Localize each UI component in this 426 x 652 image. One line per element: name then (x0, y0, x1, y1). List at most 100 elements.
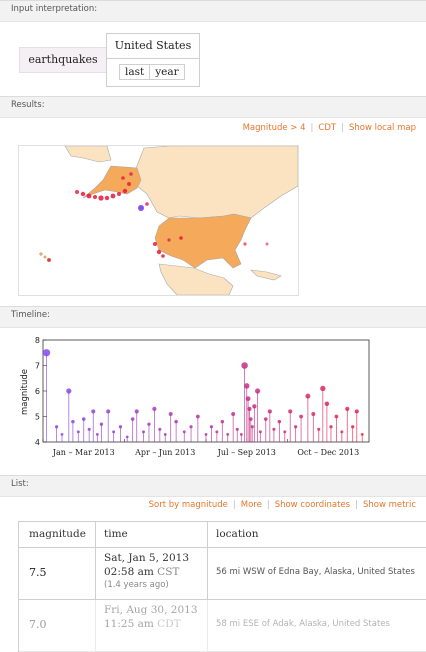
quake-point (106, 409, 111, 414)
quake-point (288, 409, 293, 414)
input-interpretation-header: Input interpretation: (0, 0, 426, 22)
show-coordinates-link[interactable]: Show coordinates (274, 500, 351, 510)
row-date: Fri, Aug 30, 2013 (104, 604, 198, 616)
interpretation-box: United States last year (106, 33, 200, 87)
interpretation-time-b: year (150, 64, 185, 80)
quake-point (163, 432, 167, 436)
results-header: Results: (0, 96, 426, 118)
quake-point (252, 404, 257, 409)
earthquake-map-svg (39, 145, 299, 296)
quake-point (255, 388, 261, 394)
show-metric-link[interactable]: Show metric (362, 500, 416, 510)
quake-point (130, 417, 135, 421)
quake-point (320, 385, 326, 392)
quake-point (147, 422, 151, 426)
quake-point (299, 414, 303, 419)
interpretation-word: earthquakes (19, 47, 107, 73)
sort-by-magnitude-link[interactable]: Sort by magnitude (148, 500, 228, 510)
header-magnitude: magnitude (19, 522, 96, 547)
quake-point (42, 349, 51, 357)
x-tick-label: Oct – Dec 2013 (297, 448, 359, 457)
quake-point (267, 409, 272, 414)
row-magnitude: 7.5 (19, 548, 96, 599)
row-timezone: CST (157, 565, 180, 578)
row-time: Sat, Jan 5, 2013 02:58 am CST (1.4 years… (96, 548, 208, 599)
quake-point (134, 409, 139, 414)
quake-point (226, 432, 230, 436)
y-tick-label: 4 (35, 438, 40, 447)
quake-point (245, 396, 251, 402)
x-tick-label: Jan – Mar 2013 (52, 448, 115, 457)
quake-point (220, 419, 225, 424)
quake-point (76, 430, 80, 434)
quake-point (54, 425, 59, 429)
quake-point (152, 406, 157, 411)
quake-point (324, 401, 330, 406)
quake-point (345, 406, 350, 411)
x-tick-label: Apr – Jun 2013 (134, 448, 195, 457)
quake-point (125, 435, 129, 439)
timeline-svg: magnitude 4 5 6 7 8 Jan – Mar 2013 Apr – Jun … (20, 336, 370, 457)
other-land (64, 145, 299, 296)
alaska-shape (82, 165, 142, 199)
quake-point (340, 430, 344, 434)
input-interpretation-title: Input interpretation: (11, 4, 98, 14)
quake-point (354, 409, 359, 414)
table-header-row: magnitude time location (19, 522, 426, 548)
quake-point (283, 430, 287, 434)
quake-point (118, 425, 123, 429)
quake-point (195, 414, 200, 419)
timezone-link[interactable]: CDT (318, 123, 337, 133)
quake-point (209, 425, 214, 429)
quake-point (66, 388, 72, 394)
y-tick-label: 7 (35, 362, 40, 371)
table-row: 7.5 Sat, Jan 5, 2013 02:58 am CST (1.4 y… (19, 548, 426, 600)
timeline-header: Timeline: (0, 306, 426, 328)
quake-point (241, 362, 248, 369)
y-tick-label: 5 (35, 413, 40, 422)
quake-point (248, 417, 253, 421)
magnitude-filter-link[interactable]: Magnitude > 4 (242, 123, 306, 133)
x-tick-label: Jul – Sep 2013 (217, 448, 276, 457)
earthquake-map (18, 145, 299, 296)
quake-point (142, 430, 145, 434)
plot-frame (42, 339, 370, 443)
quake-point (235, 427, 239, 431)
quake-point (174, 419, 178, 424)
list-title: List: (11, 479, 29, 489)
quake-point (60, 432, 64, 436)
row-magnitude: 7.0 (19, 600, 96, 651)
quake-point (351, 425, 355, 429)
quake-point (182, 430, 186, 434)
y-axis-label: magnitude (20, 369, 30, 415)
interpretation-time-row: last year (119, 64, 185, 80)
row-date: Sat, Jan 5, 2013 (104, 552, 189, 564)
quake-point (95, 432, 99, 436)
earthquake-table: magnitude time location 7.5 Sat, Jan 5, … (18, 521, 426, 652)
quake-point (87, 427, 91, 431)
row-location: 56 mi WSW of Edna Bay, Alaska, United St… (208, 548, 426, 599)
quake-point (272, 427, 276, 431)
quake-point (71, 419, 75, 424)
header-location: location (208, 522, 426, 547)
quake-point (263, 417, 268, 421)
row-ago: (1.4 years ago) (104, 580, 169, 590)
results-links: Magnitude > 4 | CDT | Show local map (242, 123, 416, 133)
quake-point (360, 432, 364, 436)
row-location: 58 mi ESE of Adak, Alaska, United States (208, 600, 426, 651)
show-local-map-link[interactable]: Show local map (348, 123, 416, 133)
row-timezone: CDT (157, 617, 181, 630)
quake-point (215, 430, 219, 434)
quake-point (158, 427, 162, 431)
more-link[interactable]: More (240, 500, 262, 510)
quake-point (305, 393, 311, 399)
interpretation-region: United States (107, 34, 199, 59)
quake-point (81, 417, 86, 421)
quake-point (204, 432, 208, 436)
quake-point (189, 425, 193, 429)
list-links: Sort by magnitude | More | Show coordinates |… (148, 500, 416, 510)
timeline-chart: magnitude 4 5 6 7 8 Jan – Mar 2013 Apr – Jun … (17, 334, 373, 464)
quake-point (231, 411, 236, 416)
quake-point (277, 419, 282, 424)
quake-point (311, 411, 316, 416)
